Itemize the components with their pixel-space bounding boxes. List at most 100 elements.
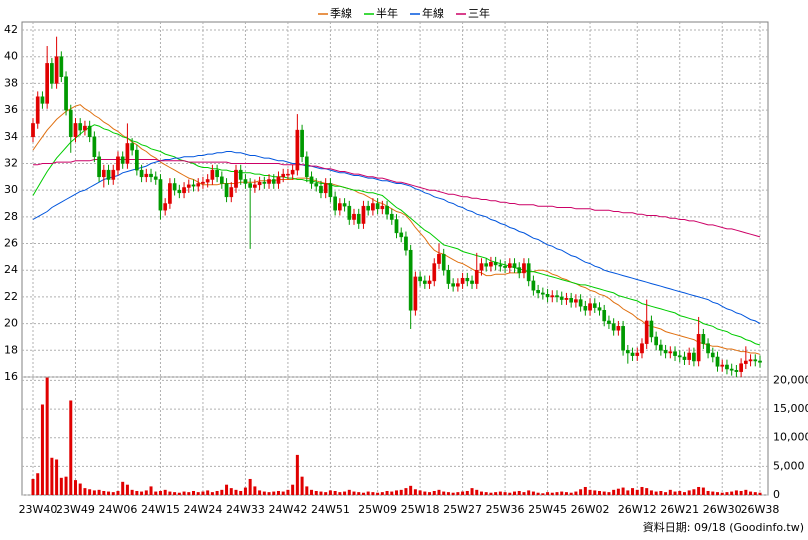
volume-bar bbox=[706, 490, 710, 495]
volume-bar bbox=[69, 400, 73, 495]
candle-body bbox=[399, 232, 404, 238]
y-tick-label: 36 bbox=[4, 103, 18, 116]
volume-bar bbox=[225, 484, 229, 495]
legend-label: 三年 bbox=[468, 6, 490, 20]
candle-body bbox=[559, 296, 564, 300]
candle-body bbox=[45, 63, 50, 104]
y-tick-label: 30 bbox=[4, 183, 18, 196]
volume-bar bbox=[536, 492, 540, 495]
volume-bar bbox=[645, 488, 649, 495]
candle-body bbox=[540, 292, 545, 295]
volume-bar bbox=[560, 491, 564, 495]
candle-body bbox=[602, 310, 607, 322]
volume-bar bbox=[399, 489, 403, 495]
volume-bar bbox=[130, 489, 134, 495]
x-tick-label: 24W15 bbox=[141, 503, 180, 516]
volume-bar bbox=[196, 492, 200, 495]
volume-bar bbox=[498, 491, 502, 495]
candle-body bbox=[394, 219, 399, 234]
y-tick-label: 24 bbox=[4, 263, 18, 276]
volume-bar bbox=[361, 492, 365, 495]
x-tick-label: 24W24 bbox=[184, 503, 223, 516]
volume-bar bbox=[88, 489, 92, 495]
volume-bar bbox=[182, 491, 186, 495]
candle-body bbox=[229, 187, 234, 198]
legend-label: 半年 bbox=[376, 6, 398, 20]
x-tick-label: 26W38 bbox=[741, 503, 780, 516]
candle-body bbox=[574, 299, 578, 303]
volume-bar bbox=[107, 491, 111, 495]
volume-bar bbox=[314, 490, 318, 495]
candle-body bbox=[512, 263, 517, 268]
volume-bar bbox=[286, 489, 290, 495]
candle-body bbox=[498, 264, 503, 267]
volume-bar bbox=[243, 487, 247, 495]
volume-bar bbox=[163, 489, 167, 495]
volume-bar bbox=[239, 490, 243, 495]
volume-bar bbox=[177, 492, 181, 495]
candle-body bbox=[413, 276, 418, 311]
volume-bar bbox=[291, 484, 295, 495]
volume-bar bbox=[465, 490, 469, 495]
volume-bar bbox=[753, 492, 757, 495]
volume-bar bbox=[31, 478, 35, 495]
candle-body bbox=[588, 303, 592, 311]
candle-body bbox=[215, 169, 219, 178]
volume-bar bbox=[479, 491, 483, 495]
volume-bar bbox=[517, 490, 521, 495]
volume-bar bbox=[631, 488, 635, 495]
volume-bar bbox=[310, 489, 314, 495]
y2-tick-label: 15,000 bbox=[773, 402, 808, 415]
x-tick-label: 23W40 bbox=[19, 503, 58, 516]
volume-bar bbox=[508, 492, 512, 495]
volume-bar bbox=[158, 490, 162, 495]
volume-bar bbox=[210, 492, 214, 495]
volume-bar bbox=[413, 489, 417, 495]
y-tick-label: 16 bbox=[4, 370, 18, 383]
candle-body bbox=[375, 203, 380, 210]
volume-pane bbox=[21, 376, 769, 496]
candle-body bbox=[526, 263, 531, 282]
volume-bar bbox=[716, 492, 720, 495]
candle-body bbox=[465, 277, 470, 282]
volume-bar bbox=[602, 491, 606, 495]
volume-bar bbox=[111, 492, 115, 495]
volume-bar bbox=[234, 489, 238, 495]
candle-body bbox=[725, 364, 729, 370]
candle-body bbox=[616, 326, 621, 331]
candle-body bbox=[234, 169, 238, 188]
legend: 季線 半年 年線 三年 bbox=[318, 6, 490, 20]
candle-body bbox=[83, 125, 87, 131]
candle-body bbox=[116, 156, 120, 171]
candle-body bbox=[507, 263, 512, 268]
candle-body bbox=[271, 179, 276, 184]
volume-bar bbox=[697, 486, 701, 495]
candle-body bbox=[644, 320, 649, 344]
candle-body bbox=[654, 336, 658, 346]
volume-bar bbox=[579, 489, 583, 495]
candle-body bbox=[531, 280, 536, 291]
volume-bar bbox=[654, 491, 658, 495]
candle-body bbox=[31, 123, 35, 138]
candle-body bbox=[701, 334, 706, 344]
volume-bar bbox=[333, 490, 337, 495]
volume-bar bbox=[347, 489, 351, 495]
candle-body bbox=[635, 352, 640, 356]
volume-bar bbox=[701, 487, 705, 495]
candle-body bbox=[120, 156, 125, 164]
volume-bar bbox=[272, 491, 276, 495]
candle-body bbox=[328, 183, 333, 198]
candle-body bbox=[64, 76, 68, 111]
candle-body bbox=[163, 203, 168, 211]
candle-body bbox=[692, 352, 696, 362]
candle-body bbox=[649, 320, 654, 338]
ma-line bbox=[32, 151, 761, 325]
volume-bar bbox=[409, 485, 413, 495]
candle-body bbox=[78, 123, 83, 131]
candle-body bbox=[347, 205, 352, 220]
candle-body bbox=[456, 283, 460, 287]
volume-bar bbox=[550, 492, 554, 495]
volume-bar bbox=[215, 490, 219, 495]
volume-bar bbox=[281, 491, 285, 495]
volume-bar bbox=[555, 492, 559, 495]
